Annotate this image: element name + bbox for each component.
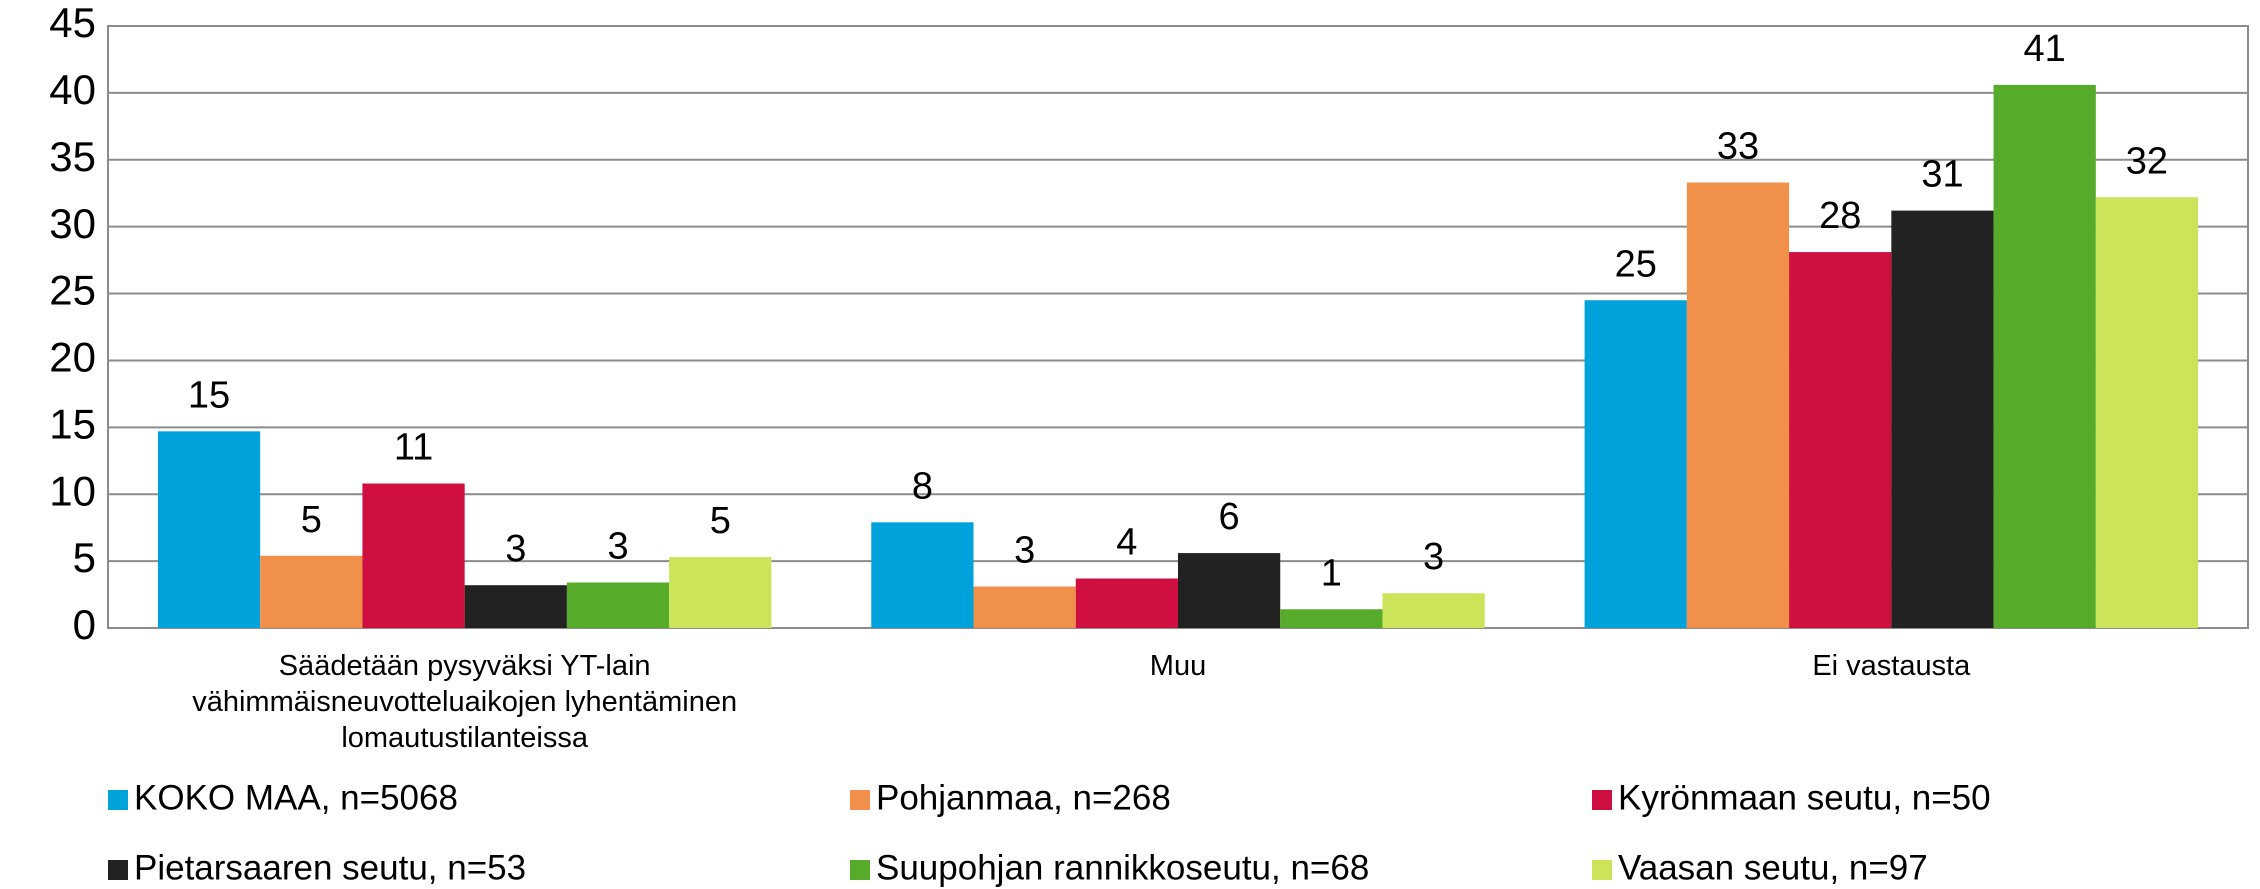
data-label: 8 — [912, 465, 933, 507]
x-tick-label: Ei vastausta — [1812, 650, 1971, 682]
legend-swatch — [1592, 790, 1612, 810]
bar — [1178, 553, 1281, 628]
bar — [2095, 197, 2199, 629]
legend-swatch — [108, 790, 128, 810]
bar — [669, 557, 772, 628]
bar — [1382, 593, 1485, 628]
bar — [1280, 609, 1383, 628]
data-label: 1 — [1321, 552, 1342, 594]
data-label: 5 — [301, 499, 322, 541]
data-label: 28 — [1819, 195, 1861, 237]
y-tick-label: 40 — [49, 66, 96, 113]
legend-swatch — [108, 860, 128, 880]
bar — [566, 582, 670, 628]
data-label: 15 — [188, 374, 230, 416]
legend-swatch — [850, 790, 870, 810]
data-label: 4 — [1116, 522, 1137, 564]
data-label: 3 — [1014, 530, 1035, 572]
bar — [260, 555, 363, 628]
bar — [464, 585, 567, 628]
bar — [1686, 182, 1790, 628]
bar — [973, 586, 1076, 628]
y-tick-label: 45 — [49, 0, 96, 46]
data-label: 41 — [2024, 28, 2066, 70]
y-tick-label: 10 — [49, 467, 96, 514]
bar — [1789, 252, 1892, 628]
legend-label: Suupohjan rannikkoseutu, n=68 — [876, 848, 1369, 887]
bar — [1075, 578, 1178, 628]
data-label: 3 — [1423, 536, 1444, 578]
data-label: 31 — [1921, 154, 1963, 196]
data-label: 32 — [2126, 140, 2168, 182]
data-label: 25 — [1615, 243, 1657, 285]
legend-swatch — [850, 860, 870, 880]
y-tick-label: 25 — [49, 267, 96, 314]
x-tick-label: Säädetään pysyväksi YT-lain vähimmäisneu… — [192, 650, 738, 754]
legend-swatch — [1592, 860, 1612, 880]
data-label: 5 — [710, 500, 731, 542]
data-label: 6 — [1219, 496, 1240, 538]
legend-label: Pietarsaaren seutu, n=53 — [134, 848, 526, 887]
legend-label: Vaasan seutu, n=97 — [1618, 848, 1928, 887]
legend-label: KOKO MAA, n=5068 — [134, 778, 458, 817]
y-tick-label: 35 — [49, 133, 96, 180]
data-label: 33 — [1717, 126, 1759, 168]
bar — [1891, 210, 1994, 628]
bar — [157, 431, 261, 628]
bar — [362, 483, 465, 628]
legend-label: Pohjanmaa, n=268 — [876, 778, 1171, 817]
bar — [1584, 300, 1687, 628]
x-tick-label: Muu — [1149, 650, 1207, 682]
y-tick-label: 15 — [49, 400, 96, 447]
data-label: 3 — [505, 528, 526, 570]
y-tick-label: 30 — [49, 200, 96, 247]
data-label: 11 — [394, 427, 433, 469]
bar — [1993, 84, 2096, 628]
y-tick-label: 20 — [49, 334, 96, 381]
data-label: 3 — [607, 526, 628, 568]
legend-label: Kyrönmaan seutu, n=50 — [1618, 778, 1991, 817]
y-tick-label: 5 — [73, 534, 96, 581]
y-tick-label: 0 — [73, 601, 96, 648]
bar — [871, 522, 974, 628]
